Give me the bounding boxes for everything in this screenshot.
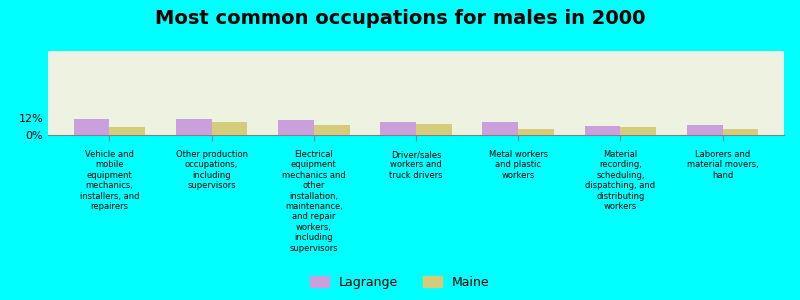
- Text: Driver/sales
workers and
truck drivers: Driver/sales workers and truck drivers: [389, 150, 443, 180]
- Text: Laborers and
material movers,
hand: Laborers and material movers, hand: [686, 150, 758, 180]
- Text: Other production
occupations,
including
supervisors: Other production occupations, including …: [175, 150, 247, 190]
- Bar: [585, 126, 621, 135]
- Bar: [621, 127, 656, 135]
- Bar: [211, 122, 247, 135]
- Bar: [518, 129, 554, 135]
- Text: Electrical
equipment
mechanics and
other
installation,
maintenance,
and repair
w: Electrical equipment mechanics and other…: [282, 150, 346, 253]
- Text: Vehicle and
mobile
equipment
mechanics,
installers, and
repairers: Vehicle and mobile equipment mechanics, …: [79, 150, 139, 211]
- Bar: [722, 129, 758, 135]
- Bar: [176, 119, 211, 135]
- Text: Most common occupations for males in 2000: Most common occupations for males in 200…: [154, 9, 646, 28]
- Bar: [278, 120, 314, 135]
- Bar: [74, 119, 110, 135]
- Bar: [380, 122, 416, 135]
- Bar: [416, 124, 452, 135]
- Legend: Lagrange, Maine: Lagrange, Maine: [306, 271, 494, 294]
- Bar: [687, 125, 722, 135]
- Text: Material
recording,
scheduling,
dispatching, and
distributing
workers: Material recording, scheduling, dispatch…: [586, 150, 655, 211]
- Bar: [314, 125, 350, 135]
- Bar: [110, 127, 145, 135]
- Bar: [482, 122, 518, 135]
- Text: Metal workers
and plastic
workers: Metal workers and plastic workers: [489, 150, 548, 180]
